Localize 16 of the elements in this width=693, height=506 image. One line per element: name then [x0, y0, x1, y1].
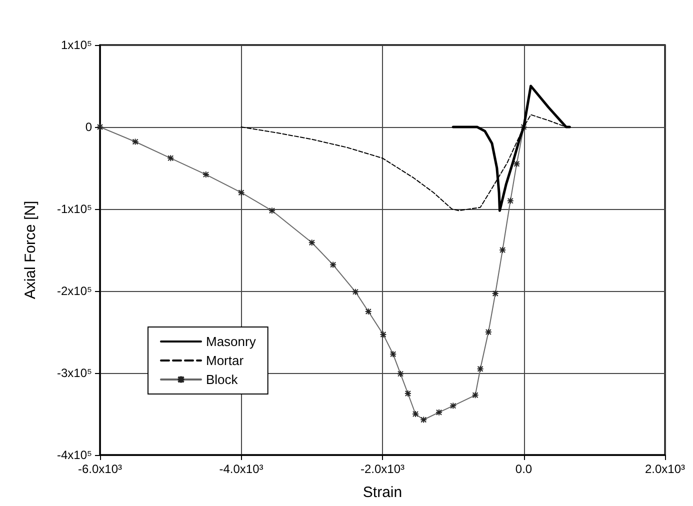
x-tick-label: -6.0x10³ — [78, 462, 122, 476]
legend-label: Mortar — [206, 353, 244, 368]
y-tick-label: -4x10⁵ — [57, 448, 92, 462]
y-tick-label: 1x10⁵ — [61, 38, 92, 52]
x-tick-label: -4.0x10³ — [219, 462, 264, 476]
y-axis-title: Axial Force [N] — [22, 200, 39, 300]
x-tick-label: 2.0x10³ — [644, 462, 686, 476]
y-tick-label: -2x10⁵ — [57, 284, 92, 298]
legend-label: Masonry — [206, 334, 256, 349]
x-tick-label: -2.0x10³ — [360, 462, 405, 476]
y-tick-label: 0 — [85, 120, 92, 134]
x-tick-label: 0.0 — [515, 462, 532, 476]
y-tick-label: -1x10⁵ — [57, 202, 92, 216]
x-axis-title: Strain — [362, 484, 402, 501]
y-tick-label: -3x10⁵ — [57, 366, 92, 380]
legend-label: Block — [206, 372, 238, 387]
